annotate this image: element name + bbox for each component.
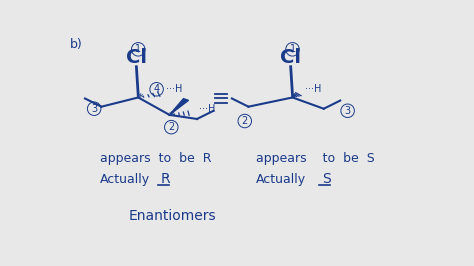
Text: b): b) — [70, 38, 83, 51]
Text: R: R — [160, 172, 170, 186]
Text: *: * — [292, 93, 297, 103]
Text: *: * — [168, 111, 174, 121]
Text: *: * — [137, 93, 143, 103]
Text: Cl: Cl — [126, 48, 147, 67]
Text: 1: 1 — [135, 44, 141, 54]
Text: S: S — [322, 172, 331, 186]
Text: 1: 1 — [290, 44, 296, 54]
Text: Actually: Actually — [256, 173, 306, 186]
Text: appears    to  be  S: appears to be S — [256, 152, 374, 165]
Text: 4: 4 — [154, 84, 160, 94]
Text: 2: 2 — [168, 122, 174, 132]
Text: ···H: ···H — [305, 84, 322, 94]
Polygon shape — [169, 99, 189, 115]
Text: Cl: Cl — [280, 48, 301, 67]
Text: 2: 2 — [242, 116, 248, 126]
Text: Enantiomers: Enantiomers — [129, 209, 217, 223]
Text: ···H: ···H — [166, 84, 182, 94]
Text: 3: 3 — [345, 106, 351, 116]
Text: Actually: Actually — [100, 173, 150, 186]
Text: 3: 3 — [91, 104, 97, 114]
Text: ···H: ···H — [199, 104, 215, 114]
Text: appears  to  be  R: appears to be R — [100, 152, 211, 165]
